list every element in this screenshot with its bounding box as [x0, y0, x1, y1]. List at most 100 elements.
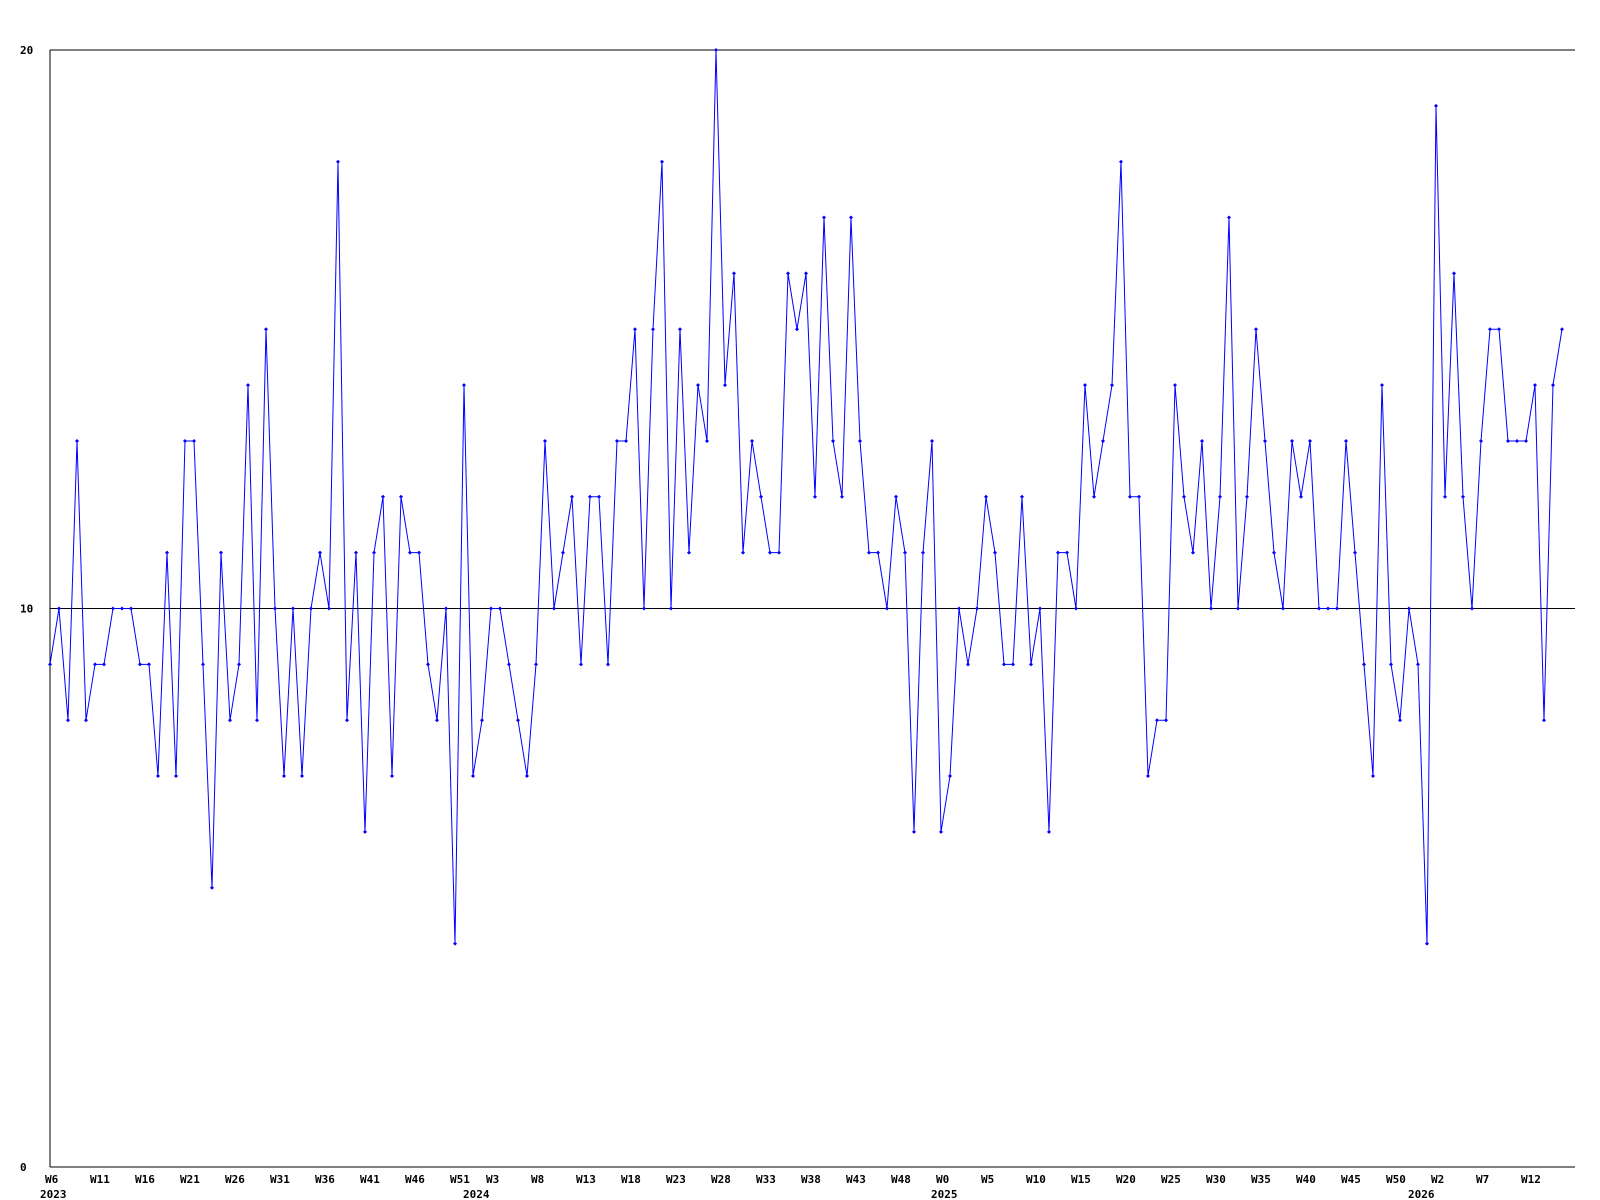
data-point	[84, 718, 88, 723]
data-point	[831, 438, 835, 443]
data-point	[1515, 438, 1519, 443]
data-point	[786, 271, 790, 276]
data-point	[282, 774, 286, 779]
data-point	[732, 271, 736, 276]
data-point	[579, 662, 583, 667]
data-point	[921, 550, 925, 555]
data-point	[165, 550, 169, 555]
data-point	[1074, 606, 1078, 611]
data-point	[1110, 383, 1114, 388]
data-point	[390, 774, 394, 779]
data-point	[1416, 662, 1420, 667]
x-tick-label: W28	[711, 1173, 731, 1186]
data-point	[237, 662, 241, 667]
data-point	[1353, 550, 1357, 555]
data-point	[660, 159, 664, 164]
data-point	[1128, 494, 1132, 499]
data-point	[1236, 606, 1240, 611]
data-point	[1308, 438, 1312, 443]
data-point	[1092, 494, 1096, 499]
data-point	[489, 606, 493, 611]
data-point	[1101, 438, 1105, 443]
data-point	[1344, 438, 1348, 443]
data-point	[1326, 606, 1330, 611]
data-point	[1254, 327, 1258, 332]
x-tick-label: W2	[1431, 1173, 1444, 1186]
data-point	[408, 550, 412, 555]
data-point	[597, 494, 601, 499]
data-point	[795, 327, 799, 332]
data-point	[417, 550, 421, 555]
data-point	[534, 662, 538, 667]
data-point	[606, 662, 610, 667]
data-point	[984, 494, 988, 499]
data-point	[1182, 494, 1186, 499]
x-tick-label: W13	[576, 1173, 596, 1186]
data-point	[588, 494, 592, 499]
x-tick-label: W18	[621, 1173, 641, 1186]
data-point	[957, 606, 961, 611]
x-tick-label: W46	[405, 1173, 425, 1186]
series-line	[49, 49, 1563, 944]
data-point	[723, 383, 727, 388]
data-point	[399, 494, 403, 499]
data-point	[1425, 941, 1429, 946]
data-point	[966, 662, 970, 667]
data-point	[1056, 550, 1060, 555]
data-point	[1218, 494, 1222, 499]
data-point	[840, 494, 844, 499]
data-point	[1371, 774, 1375, 779]
x-tick-label: W33	[756, 1173, 776, 1186]
x-tick-label: W51	[450, 1173, 470, 1186]
x-tick-label: W31	[270, 1173, 290, 1186]
x-tick-label: W40	[1296, 1173, 1316, 1186]
x-tick-label: W30	[1206, 1173, 1226, 1186]
data-point	[453, 941, 457, 946]
data-point	[102, 662, 106, 667]
x-tick-label: W3	[486, 1173, 499, 1186]
data-point	[705, 438, 709, 443]
data-point	[1038, 606, 1042, 611]
data-point	[192, 438, 196, 443]
data-point	[183, 438, 187, 443]
data-point	[1299, 494, 1303, 499]
y-tick-label: 20	[20, 44, 33, 57]
data-point	[1227, 215, 1231, 220]
data-point	[1461, 494, 1465, 499]
data-point	[1290, 438, 1294, 443]
data-point	[129, 606, 133, 611]
data-point	[642, 606, 646, 611]
data-point	[1083, 383, 1087, 388]
data-point	[1119, 159, 1123, 164]
data-point	[336, 159, 340, 164]
data-point	[309, 606, 313, 611]
data-point	[1020, 494, 1024, 499]
x-tick-label: W25	[1161, 1173, 1181, 1186]
y-tick-label: 10	[20, 603, 33, 616]
data-point	[876, 550, 880, 555]
year-label: 2024	[463, 1188, 490, 1200]
data-point	[885, 606, 889, 611]
x-tick-label: W20	[1116, 1173, 1136, 1186]
x-tick-label: W6	[45, 1173, 59, 1186]
data-point	[1002, 662, 1006, 667]
data-point	[813, 494, 817, 499]
data-point	[1398, 718, 1402, 723]
data-point	[1533, 383, 1537, 388]
data-point	[858, 438, 862, 443]
data-point	[111, 606, 115, 611]
data-point	[1335, 606, 1339, 611]
data-point	[1146, 774, 1150, 779]
x-tick-label: W8	[531, 1173, 544, 1186]
data-point	[345, 718, 349, 723]
data-point	[714, 48, 718, 52]
data-point	[354, 550, 358, 555]
data-point	[993, 550, 997, 555]
data-point	[1155, 718, 1159, 723]
data-point	[939, 829, 943, 834]
data-point	[1137, 494, 1141, 499]
data-point	[1488, 327, 1492, 332]
data-point	[219, 550, 223, 555]
data-point	[525, 774, 529, 779]
axis-layer	[49, 50, 1575, 1168]
